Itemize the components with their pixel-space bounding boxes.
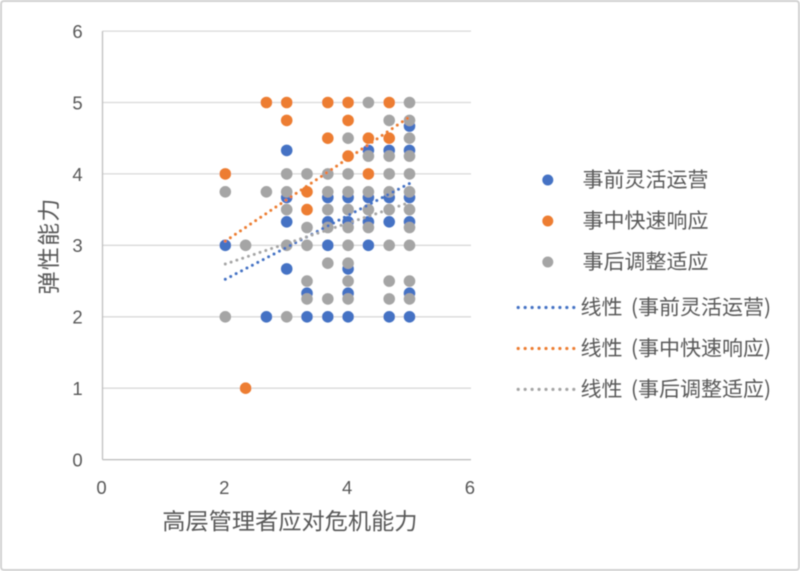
- svg-text:1: 1: [72, 378, 82, 399]
- svg-text:0: 0: [72, 450, 82, 471]
- svg-text:5: 5: [72, 92, 82, 113]
- svg-text:0: 0: [96, 477, 106, 498]
- svg-text:6: 6: [72, 21, 82, 42]
- svg-text:4: 4: [72, 164, 82, 185]
- svg-text:2: 2: [72, 307, 82, 328]
- svg-text:2: 2: [219, 477, 229, 498]
- svg-text:4: 4: [342, 477, 352, 498]
- svg-text:3: 3: [72, 235, 82, 256]
- svg-text:6: 6: [465, 477, 475, 498]
